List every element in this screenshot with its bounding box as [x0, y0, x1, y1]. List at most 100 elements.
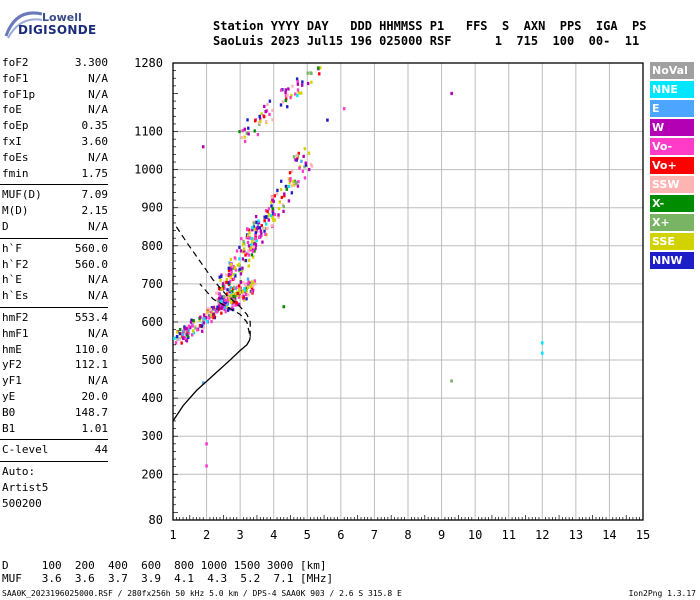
echo-point — [290, 93, 293, 98]
echo-point — [219, 278, 222, 282]
echo-point — [224, 300, 227, 305]
isolated-echo-point — [342, 107, 346, 111]
echo-point — [254, 246, 257, 251]
echo-point — [290, 191, 294, 195]
x-tick-label: 2 — [203, 528, 210, 542]
echo-point — [246, 285, 250, 289]
param-value: N/A — [88, 103, 108, 117]
param-key: h`Es — [2, 289, 29, 303]
legend-item-xminus: X- — [650, 195, 694, 212]
echo-point — [218, 304, 221, 308]
echo-point — [217, 306, 221, 310]
echo-point — [200, 324, 204, 328]
echo-point — [277, 215, 280, 219]
echo-point — [246, 282, 249, 286]
echo-point — [283, 192, 286, 196]
echo-point — [244, 283, 248, 287]
param-row-hes: h`Es N/A — [0, 289, 108, 305]
muf-row: MUF 3.6 3.6 3.7 3.9 4.1 4.3 5.2 7.1 [MHz… — [2, 572, 334, 585]
echo-point — [271, 207, 274, 211]
echo-point — [260, 233, 263, 237]
isolated-echo-point — [540, 341, 544, 345]
echo-point — [202, 325, 205, 329]
echo-point — [217, 286, 221, 291]
echo-point — [206, 320, 209, 324]
echo-point — [251, 225, 254, 230]
echo-point — [270, 204, 273, 208]
echo-point — [224, 310, 227, 314]
echo-point — [255, 229, 259, 233]
param-key: C-level — [2, 443, 49, 457]
echo-point — [302, 154, 305, 158]
echo-point — [266, 210, 269, 214]
echo-point — [254, 233, 257, 237]
echo-point — [229, 275, 232, 279]
param-key: hmF2 — [2, 311, 29, 324]
echo-point — [229, 263, 233, 267]
logo-line2: DIGISONDE — [18, 23, 97, 37]
y-tick-label: 300 — [141, 429, 163, 443]
echo-point — [295, 77, 299, 81]
echo-point — [221, 284, 225, 289]
echo-point — [226, 308, 230, 312]
param-separator — [0, 237, 108, 239]
echo-point — [263, 215, 266, 219]
echo-point — [259, 119, 262, 123]
echo-point — [279, 88, 283, 92]
logo-line1: Lowell — [42, 11, 82, 24]
echo-point — [184, 327, 187, 331]
echo-point — [188, 326, 192, 330]
echo-point — [306, 81, 310, 86]
param-separator — [0, 439, 108, 441]
echo-point — [238, 130, 241, 134]
echo-point — [208, 316, 211, 320]
echo-point — [242, 298, 246, 302]
echo-point — [248, 248, 252, 252]
echo-point — [231, 301, 234, 305]
echo-point — [278, 200, 281, 204]
param-key: foEp — [2, 119, 29, 133]
param-value: N/A — [88, 220, 108, 233]
echo-point — [243, 258, 246, 263]
echo-point — [181, 333, 185, 337]
echo-point — [238, 245, 241, 249]
param-row-hme: hmE 110.0 — [0, 343, 108, 359]
param-row-fxi: fxI 3.60 — [0, 135, 108, 151]
echo-point — [239, 291, 242, 295]
isolated-echo-point — [450, 379, 453, 383]
param-key: yF1 — [2, 374, 22, 388]
echo-point — [287, 199, 291, 203]
echo-point — [234, 303, 237, 307]
echo-point — [265, 215, 268, 220]
echo-point — [176, 330, 179, 334]
echo-point — [219, 294, 222, 298]
isolated-echo-point — [201, 145, 205, 149]
echo-point — [265, 120, 268, 124]
echo-point — [235, 285, 239, 289]
y-tick-label: 700 — [141, 277, 163, 291]
echo-point — [227, 293, 230, 298]
echo-point — [202, 313, 206, 317]
echo-point — [246, 240, 250, 245]
echo-point — [293, 179, 296, 183]
echo-point — [201, 329, 204, 333]
autoscaling-info: 500200 — [2, 497, 42, 511]
echo-point — [268, 112, 271, 117]
echo-point — [261, 226, 265, 230]
echo-point — [285, 187, 289, 191]
echo-point — [284, 184, 288, 189]
echo-point — [273, 212, 277, 217]
echo-point — [210, 312, 213, 316]
echo-point — [267, 212, 271, 217]
isolated-echo-point — [450, 91, 453, 96]
echo-point — [194, 326, 197, 330]
echo-point — [223, 303, 226, 307]
isolated-echo-point — [205, 442, 208, 446]
echo-point — [252, 238, 255, 242]
param-value: N/A — [88, 71, 108, 85]
echo-point — [235, 303, 239, 307]
legend-item-nne: NNE — [650, 81, 694, 98]
echo-point — [292, 155, 296, 159]
legend-item-e: E — [650, 100, 694, 117]
echo-point — [259, 229, 263, 233]
